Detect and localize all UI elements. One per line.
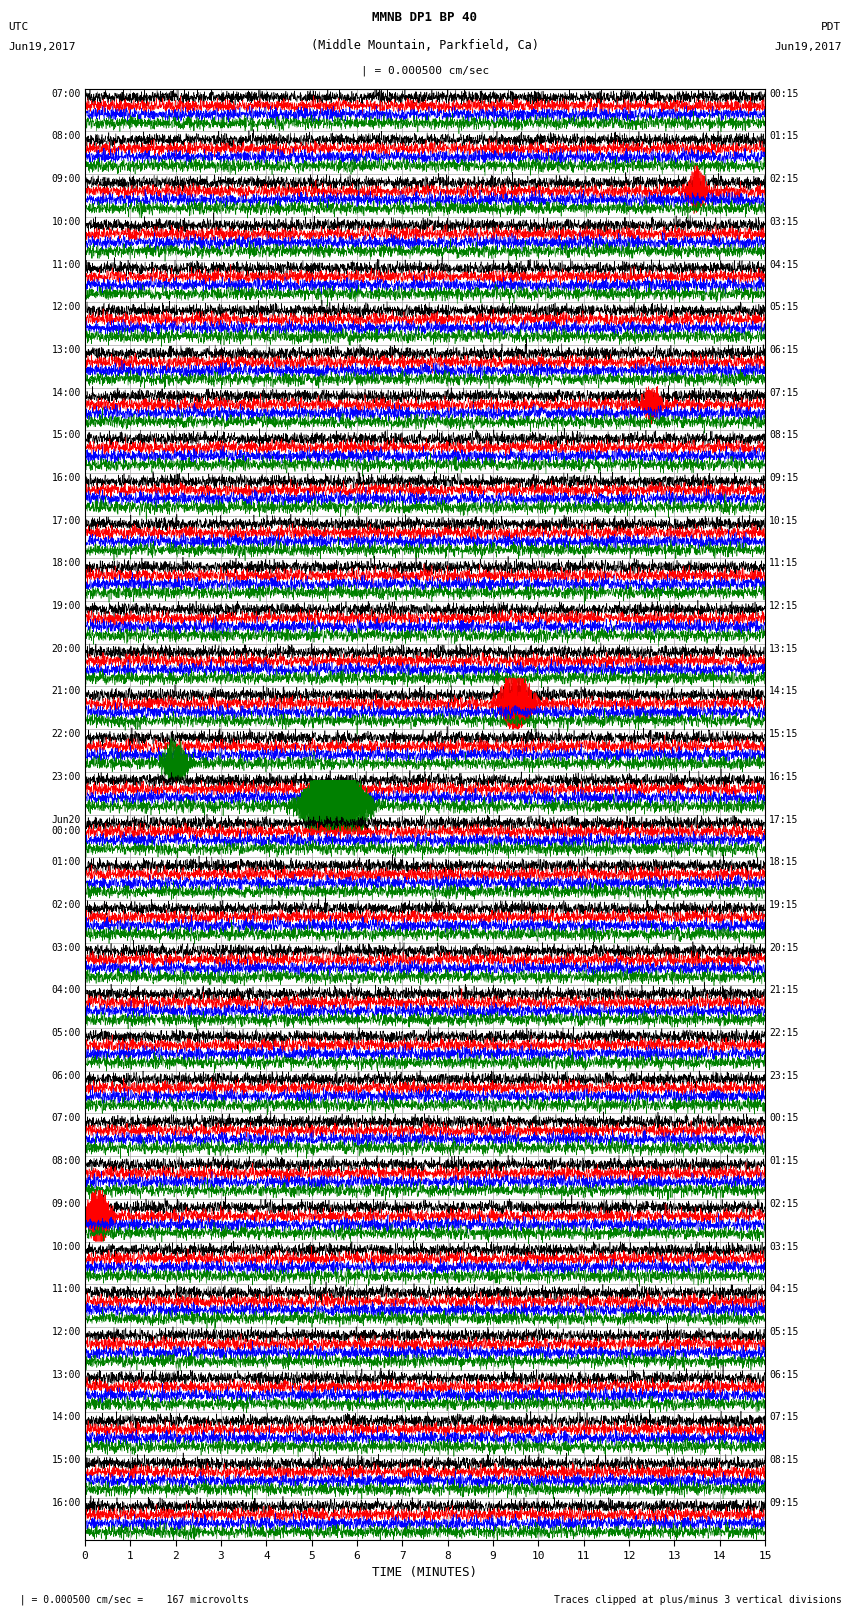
Text: 15:15: 15:15: [769, 729, 799, 739]
Text: 14:15: 14:15: [769, 687, 799, 697]
Text: 05:15: 05:15: [769, 1327, 799, 1337]
Text: 08:00: 08:00: [51, 1157, 81, 1166]
Text: 11:15: 11:15: [769, 558, 799, 568]
Text: 14:00: 14:00: [51, 1413, 81, 1423]
Text: 23:00: 23:00: [51, 773, 81, 782]
Text: 02:15: 02:15: [769, 1198, 799, 1208]
Text: 13:15: 13:15: [769, 644, 799, 653]
Text: 11:00: 11:00: [51, 1284, 81, 1294]
Text: 08:00: 08:00: [51, 131, 81, 142]
Text: 07:00: 07:00: [51, 1113, 81, 1123]
Text: 18:00: 18:00: [51, 558, 81, 568]
Text: | = 0.000500 cm/sec =    167 microvolts: | = 0.000500 cm/sec = 167 microvolts: [8, 1594, 249, 1605]
Text: 09:00: 09:00: [51, 174, 81, 184]
Text: 20:15: 20:15: [769, 942, 799, 953]
Text: 04:15: 04:15: [769, 1284, 799, 1294]
Text: 10:00: 10:00: [51, 1242, 81, 1252]
Text: 04:15: 04:15: [769, 260, 799, 269]
Text: 22:00: 22:00: [51, 729, 81, 739]
Text: 12:15: 12:15: [769, 602, 799, 611]
Text: 17:00: 17:00: [51, 516, 81, 526]
Text: (Middle Mountain, Parkfield, Ca): (Middle Mountain, Parkfield, Ca): [311, 39, 539, 52]
Text: Jun19,2017: Jun19,2017: [774, 42, 842, 52]
Text: 02:00: 02:00: [51, 900, 81, 910]
Text: 00:15: 00:15: [769, 1113, 799, 1123]
Text: 13:00: 13:00: [51, 1369, 81, 1379]
Text: 02:15: 02:15: [769, 174, 799, 184]
Text: 01:00: 01:00: [51, 857, 81, 868]
Text: 20:00: 20:00: [51, 644, 81, 653]
Text: 06:15: 06:15: [769, 1369, 799, 1379]
Text: 03:15: 03:15: [769, 1242, 799, 1252]
Text: 10:00: 10:00: [51, 216, 81, 227]
Text: 03:00: 03:00: [51, 942, 81, 953]
Text: 07:15: 07:15: [769, 1413, 799, 1423]
Text: 08:15: 08:15: [769, 1455, 799, 1465]
Text: 04:00: 04:00: [51, 986, 81, 995]
Text: Traces clipped at plus/minus 3 vertical divisions: Traces clipped at plus/minus 3 vertical …: [553, 1595, 842, 1605]
Text: 19:15: 19:15: [769, 900, 799, 910]
Text: 08:15: 08:15: [769, 431, 799, 440]
Text: MMNB DP1 BP 40: MMNB DP1 BP 40: [372, 11, 478, 24]
X-axis label: TIME (MINUTES): TIME (MINUTES): [372, 1566, 478, 1579]
Text: 15:00: 15:00: [51, 1455, 81, 1465]
Text: 10:15: 10:15: [769, 516, 799, 526]
Text: 22:15: 22:15: [769, 1027, 799, 1039]
Text: 17:15: 17:15: [769, 815, 799, 824]
Text: Jun19,2017: Jun19,2017: [8, 42, 76, 52]
Text: 14:00: 14:00: [51, 387, 81, 397]
Text: 06:00: 06:00: [51, 1071, 81, 1081]
Text: 07:15: 07:15: [769, 387, 799, 397]
Text: 01:15: 01:15: [769, 131, 799, 142]
Text: 19:00: 19:00: [51, 602, 81, 611]
Text: 00:15: 00:15: [769, 89, 799, 98]
Text: 09:00: 09:00: [51, 1198, 81, 1208]
Text: 09:15: 09:15: [769, 1498, 799, 1508]
Text: 15:00: 15:00: [51, 431, 81, 440]
Text: 16:00: 16:00: [51, 473, 81, 482]
Text: 21:00: 21:00: [51, 687, 81, 697]
Text: 05:00: 05:00: [51, 1027, 81, 1039]
Text: UTC: UTC: [8, 23, 29, 32]
Text: 05:15: 05:15: [769, 302, 799, 313]
Text: 06:15: 06:15: [769, 345, 799, 355]
Text: 13:00: 13:00: [51, 345, 81, 355]
Text: 12:00: 12:00: [51, 1327, 81, 1337]
Text: 12:00: 12:00: [51, 302, 81, 313]
Text: 16:00: 16:00: [51, 1498, 81, 1508]
Text: 11:00: 11:00: [51, 260, 81, 269]
Text: 09:15: 09:15: [769, 473, 799, 482]
Text: 03:15: 03:15: [769, 216, 799, 227]
Text: 16:15: 16:15: [769, 773, 799, 782]
Text: | = 0.000500 cm/sec: | = 0.000500 cm/sec: [361, 65, 489, 76]
Text: 21:15: 21:15: [769, 986, 799, 995]
Text: 01:15: 01:15: [769, 1157, 799, 1166]
Text: 18:15: 18:15: [769, 857, 799, 868]
Text: Jun20
00:00: Jun20 00:00: [51, 815, 81, 836]
Text: PDT: PDT: [821, 23, 842, 32]
Text: 07:00: 07:00: [51, 89, 81, 98]
Text: 23:15: 23:15: [769, 1071, 799, 1081]
